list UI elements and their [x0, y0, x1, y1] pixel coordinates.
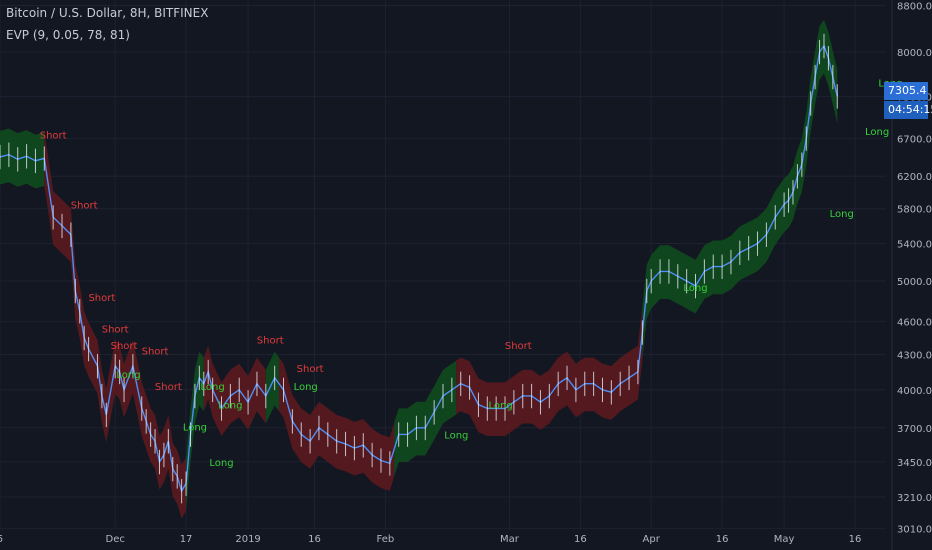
long-signal-label: Long	[218, 400, 242, 411]
short-signal-label: Short	[71, 201, 98, 212]
band-long	[186, 351, 204, 512]
bar-countdown-tag: 04:54:15	[884, 101, 932, 119]
long-signal-label: Long	[830, 209, 854, 220]
y-tick-label: 4300.0	[897, 351, 932, 362]
x-tick-label: 5	[0, 534, 3, 545]
short-signal-label: Short	[102, 324, 129, 335]
y-tick-label: 8000.0	[897, 48, 932, 59]
short-signal-label: Short	[297, 364, 324, 375]
short-signal-label: Short	[155, 382, 182, 393]
long-signal-label: Long	[201, 382, 225, 393]
y-tick-label: 3010.0	[897, 524, 932, 535]
long-signal-label: Long	[183, 422, 207, 433]
band-short	[456, 306, 643, 436]
band-short	[279, 357, 395, 491]
x-tick-label: 17	[180, 534, 193, 545]
y-tick-label: 4600.0	[897, 318, 932, 329]
y-tick-label: 5800.0	[897, 205, 932, 216]
last-price-tag: 7305.4	[884, 82, 928, 100]
y-tick-label: 5400.0	[897, 240, 932, 251]
long-signal-label: Long	[116, 370, 140, 381]
band-long	[642, 19, 838, 360]
short-signal-label: Short	[40, 130, 67, 141]
long-signal-label: Long	[444, 430, 468, 441]
indicator-legend: EVP (9, 0.05, 78, 81)	[6, 28, 130, 42]
band-short	[203, 345, 266, 436]
evp-bands	[0, 19, 838, 519]
y-tick-label: 5000.0	[897, 277, 932, 288]
y-tick-label: 4000.0	[897, 386, 932, 397]
x-tick-label: 16	[574, 534, 587, 545]
y-tick-label: 3450.0	[897, 458, 932, 469]
y-tick-label: 3210.0	[897, 493, 932, 504]
y-tick-label: 3700.0	[897, 424, 932, 435]
y-tick-label: 6200.0	[897, 172, 932, 183]
chart-title: Bitcoin / U.S. Dollar, 8H, BITFINEX	[6, 6, 209, 20]
band-long	[265, 351, 280, 424]
x-tick-label: 16	[716, 534, 729, 545]
x-tick-label: 16	[308, 534, 321, 545]
long-signal-label: Long	[488, 400, 512, 411]
x-tick-label: 16	[849, 534, 862, 545]
x-tick-label: Apr	[643, 534, 661, 545]
band-short	[44, 132, 187, 519]
short-signal-label: Short	[111, 341, 138, 352]
short-signal-label: Short	[142, 347, 169, 358]
long-signal-label: Long	[294, 382, 318, 393]
long-signal-label: Long	[865, 127, 889, 138]
y-tick-label: 8800.0	[897, 2, 932, 13]
long-signal-label: Long	[209, 458, 233, 469]
short-signal-label: Short	[505, 341, 532, 352]
short-signal-label: Short	[257, 335, 284, 346]
y-tick-label: 6700.0	[897, 134, 932, 145]
x-tick-label: May	[774, 534, 795, 545]
short-signal-label: Short	[88, 293, 115, 304]
x-tick-label: Mar	[500, 534, 520, 545]
x-tick-label: Dec	[106, 534, 125, 545]
x-axis-ticks: 5 Dec 17 2019 16 Feb Mar 16 Apr 16 May 16	[0, 534, 861, 545]
x-tick-label: 2019	[235, 534, 260, 545]
x-tick-label: Feb	[377, 534, 395, 545]
signal-labels: Short Short Short Short Short Short Short Short…	[0, 33, 903, 504]
grid-lines	[0, 0, 886, 530]
long-signal-label: Long	[683, 283, 707, 294]
